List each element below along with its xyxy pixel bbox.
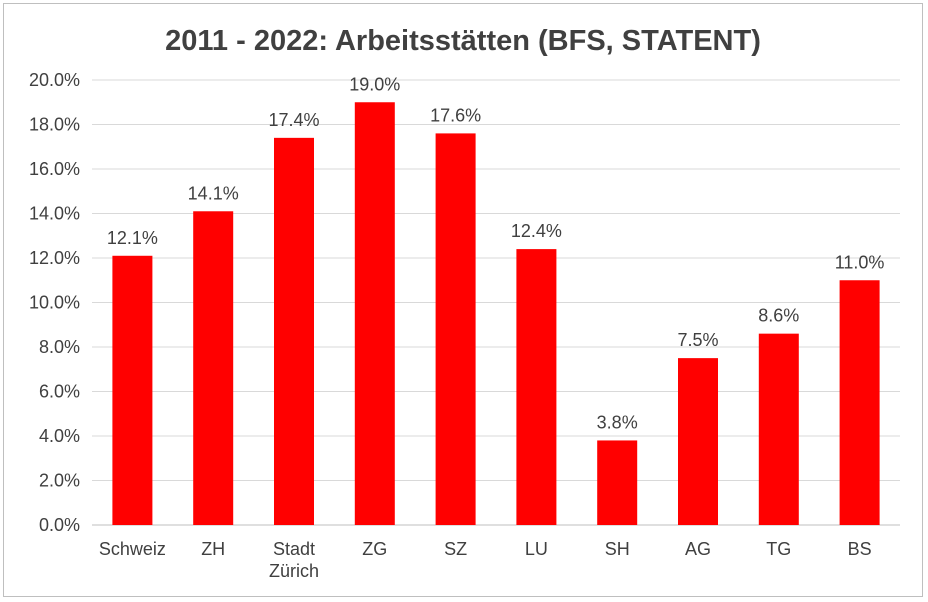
- data-label: 19.0%: [349, 74, 400, 94]
- x-category-label: BS: [848, 539, 872, 559]
- x-category-label: SZ: [444, 539, 467, 559]
- x-category-label: SH: [605, 539, 630, 559]
- y-tick-label: 10.0%: [29, 293, 80, 313]
- bar-lu: [516, 249, 557, 525]
- x-category-label: TG: [766, 539, 791, 559]
- bar-sh: [597, 440, 638, 525]
- bar-zg: [354, 102, 395, 525]
- bar-schweiz: [112, 255, 153, 525]
- bar-sz: [435, 133, 476, 525]
- x-category-label: ZH: [201, 539, 225, 559]
- data-label: 14.1%: [188, 183, 239, 203]
- bar-stadt-zürich: [274, 137, 314, 525]
- y-tick-label: 14.0%: [29, 204, 80, 224]
- bars: [112, 102, 880, 525]
- chart-title: 2011 - 2022: Arbeitsstätten (BFS, STATEN…: [165, 25, 761, 57]
- y-tick-label: 12.0%: [29, 248, 80, 268]
- y-tick-label: 20.0%: [29, 70, 80, 90]
- x-category-label: ZG: [362, 539, 387, 559]
- x-category-label: AG: [685, 539, 711, 559]
- y-tick-label: 2.0%: [39, 471, 80, 491]
- x-category-label: Schweiz: [99, 539, 166, 559]
- x-category-label: LU: [525, 539, 548, 559]
- bar-bs: [839, 280, 880, 525]
- y-axis-ticks: 0.0% 2.0% 4.0% 6.0% 8.0% 10.0% 12.0% 14.0% 16.0%…: [29, 70, 80, 535]
- y-tick-label: 6.0%: [39, 382, 80, 402]
- bar-ag: [678, 358, 718, 525]
- y-tick-label: 16.0%: [29, 159, 80, 179]
- data-label: 17.4%: [268, 110, 319, 130]
- data-label: 8.6%: [758, 306, 799, 326]
- data-labels: 12.1% 14.1% 17.4% 19.0% 17.6% 12.4% 3.8% 7.5% 8.…: [107, 74, 885, 432]
- y-tick-label: 0.0%: [39, 515, 80, 535]
- y-tick-label: 18.0%: [29, 115, 80, 135]
- data-label: 12.1%: [107, 228, 158, 248]
- data-label: 3.8%: [597, 412, 638, 432]
- y-tick-label: 8.0%: [39, 337, 80, 357]
- y-tick-label: 4.0%: [39, 426, 80, 446]
- data-label: 7.5%: [677, 330, 718, 350]
- data-label: 11.0%: [835, 252, 885, 272]
- bar-zh: [193, 211, 234, 525]
- bar-tg: [758, 333, 799, 525]
- data-label: 17.6%: [430, 105, 481, 125]
- x-category-label: Stadt Zürich: [269, 539, 319, 581]
- data-label: 12.4%: [511, 221, 562, 241]
- x-axis-categories: Schweiz ZH Stadt Zürich ZG SZ LU SH AG TG BS: [99, 539, 872, 581]
